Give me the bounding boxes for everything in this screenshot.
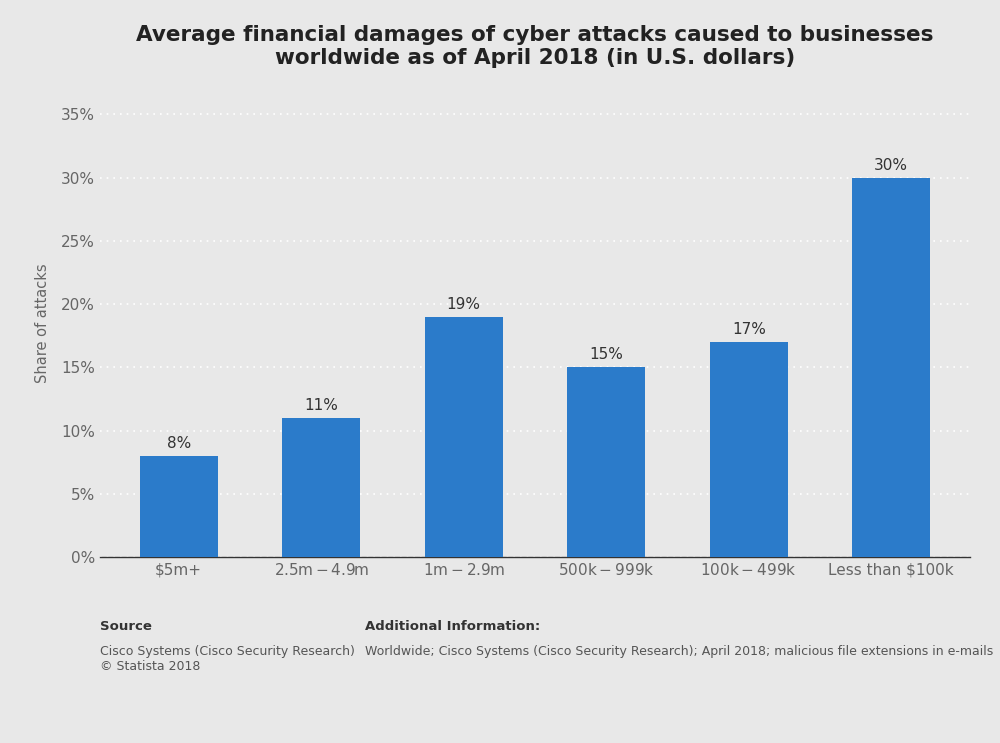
Text: 15%: 15% <box>589 348 623 363</box>
Text: 17%: 17% <box>732 322 766 337</box>
Text: 30%: 30% <box>874 158 908 172</box>
Bar <box>852 178 930 557</box>
Bar <box>140 456 218 557</box>
Bar <box>710 343 788 557</box>
Bar <box>567 368 645 557</box>
Text: 8%: 8% <box>167 436 191 451</box>
Text: Source: Source <box>100 620 152 633</box>
Text: Cisco Systems (Cisco Security Research)
© Statista 2018: Cisco Systems (Cisco Security Research) … <box>100 645 355 673</box>
Text: Worldwide; Cisco Systems (Cisco Security Research); April 2018; malicious file e: Worldwide; Cisco Systems (Cisco Security… <box>365 645 993 658</box>
Bar <box>282 418 360 557</box>
Y-axis label: Share of attacks: Share of attacks <box>35 263 50 383</box>
Title: Average financial damages of cyber attacks caused to businesses
worldwide as of : Average financial damages of cyber attac… <box>136 25 934 68</box>
Text: Additional Information:: Additional Information: <box>365 620 540 633</box>
Text: 11%: 11% <box>304 398 338 413</box>
Text: 19%: 19% <box>447 296 481 312</box>
Bar <box>425 317 503 557</box>
